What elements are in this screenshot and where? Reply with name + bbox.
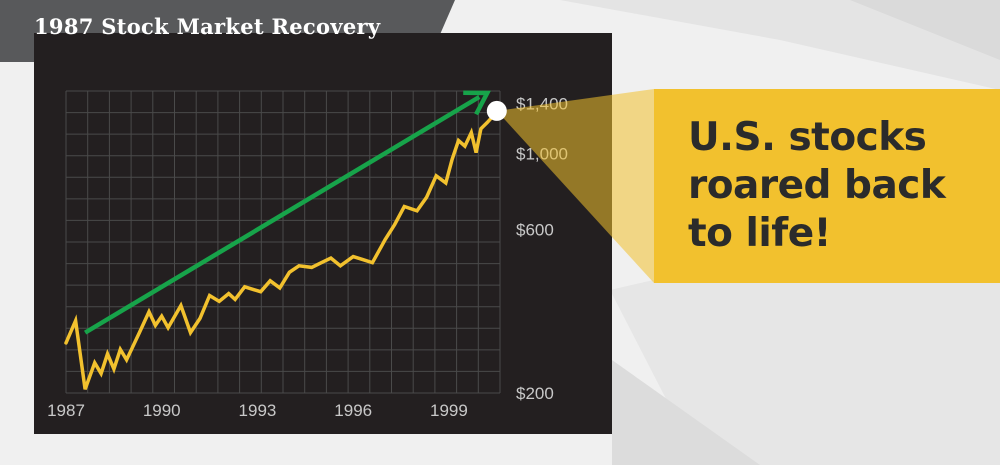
chart-panel — [34, 33, 612, 434]
price-line — [64, 110, 499, 390]
trend-arrow-head — [463, 90, 491, 116]
callout-beam — [496, 89, 654, 283]
callout-text: U.S. stocks roared back to life! — [688, 115, 946, 256]
endpoint-marker — [486, 100, 507, 121]
y-tick-label: $200 — [516, 384, 554, 403]
trend-arrow-shaft — [83, 95, 481, 335]
callout-box — [654, 89, 1000, 283]
chart-title: 1987 Stock Market Recovery — [34, 14, 381, 39]
x-tick-label: 1990 — [143, 401, 181, 420]
y-tick-label: $600 — [516, 220, 554, 239]
x-tick-label: 1993 — [239, 401, 277, 420]
x-tick-label: 1999 — [430, 401, 468, 420]
x-tick-label: 1996 — [334, 401, 372, 420]
x-tick-label: 1987 — [47, 401, 85, 420]
